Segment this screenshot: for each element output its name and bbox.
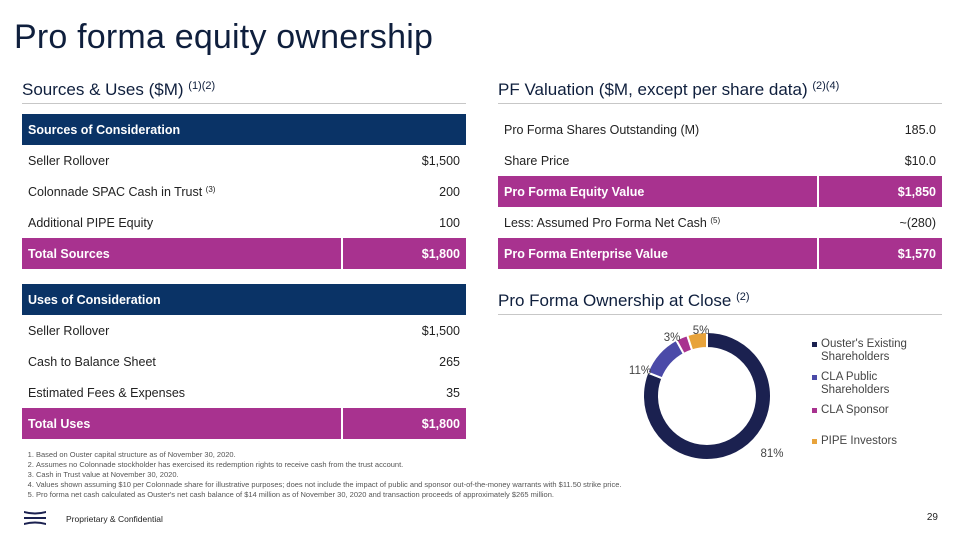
valuation-heading: PF Valuation ($M, except per share data)… [498, 80, 839, 100]
sources-table: Sources of Consideration Seller Rollover… [22, 114, 466, 269]
row-value: $10.0 [904, 153, 936, 168]
total-label: Total Sources [22, 238, 342, 269]
table-row: Seller Rollover $1,500 [22, 145, 466, 176]
data-label: 3% [664, 332, 681, 344]
data-label: 5% [693, 325, 710, 337]
footnote: Values shown assuming $10 per Colonnade … [36, 480, 621, 490]
sources-total-row: Total Sources $1,800 [22, 238, 466, 269]
row-value: 200 [439, 184, 460, 199]
legend-swatch [812, 375, 817, 380]
row-label: Colonnade SPAC Cash in Trust (3) [22, 176, 342, 207]
uses-total-row: Total Uses $1,800 [22, 408, 466, 439]
legend-label: PIPE Investors [821, 435, 898, 447]
row-label-text: Seller Rollover [28, 153, 110, 168]
uses-table: Uses of Consideration Seller Rollover $1… [22, 284, 466, 439]
sources-header-row: Sources of Consideration [22, 114, 466, 145]
legend-label: Ouster's Existing Shareholders [821, 338, 907, 363]
row-value: ~(280) [899, 215, 936, 230]
sources-uses-heading-sup: (1)(2) [188, 80, 216, 92]
data-label: 11% [629, 365, 651, 377]
footnotes: Based on Ouster capital structure as of … [24, 450, 621, 500]
legend-swatch [812, 439, 817, 444]
table-row: Colonnade SPAC Cash in Trust (3) 200 [22, 176, 466, 207]
table-row: Seller Rollover $1,500 [22, 315, 466, 346]
legend-label: CLA Sponsor [821, 404, 889, 416]
page-number: 29 [926, 512, 938, 523]
legend-item: CLA Sponsor [812, 404, 922, 417]
sources-uses-heading-text: Sources & Uses ($M) [22, 80, 184, 99]
uses-header-row: Uses of Consideration [22, 284, 466, 315]
row-footnote-ref: (5) [710, 215, 721, 225]
table-row: Less: Assumed Pro Forma Net Cash (5) ~(2… [498, 207, 942, 238]
data-label: 81% [760, 448, 783, 460]
row-label: Less: Assumed Pro Forma Net Cash (5) [498, 207, 818, 238]
footnote: Cash in Trust value at November 30, 2020… [36, 470, 621, 480]
table-row: Pro Forma Shares Outstanding (M) 185.0 [498, 114, 942, 145]
sources-header: Sources of Consideration [22, 114, 466, 145]
table-row: Share Price $10.0 [498, 145, 942, 176]
row-value: 185.0 [904, 122, 936, 137]
legend-swatch [812, 408, 817, 413]
row-label-text: Colonnade SPAC Cash in Trust [28, 184, 203, 199]
row-label: Pro Forma Equity Value [498, 176, 818, 207]
row-value: $1,850 [817, 176, 942, 207]
row-label: Pro Forma Shares Outstanding (M) [504, 122, 700, 137]
legend-label: CLA Public Shareholders [821, 371, 890, 396]
row-label: Estimated Fees & Expenses [28, 385, 186, 400]
divider [498, 314, 942, 315]
total-value: $1,800 [341, 408, 466, 439]
row-value: $1,500 [421, 323, 460, 338]
equity-value-row: Pro Forma Equity Value $1,850 [498, 176, 942, 207]
row-value: $1,570 [817, 238, 942, 269]
divider [498, 103, 942, 104]
row-label-text: Additional PIPE Equity [28, 215, 154, 230]
valuation-table: Pro Forma Shares Outstanding (M) 185.0 S… [498, 114, 942, 269]
legend-item: CLA Public Shareholders [812, 371, 922, 397]
ownership-donut-chart: 81% 11% 3% 5% [629, 325, 784, 461]
enterprise-value-row: Pro Forma Enterprise Value $1,570 [498, 238, 942, 269]
row-label: Seller Rollover [22, 145, 342, 176]
footnote: Pro forma net cash calculated as Ouster'… [36, 490, 621, 500]
divider [22, 103, 466, 104]
row-label: Seller Rollover [28, 323, 110, 338]
uses-header: Uses of Consideration [22, 284, 466, 315]
ownership-heading: Pro Forma Ownership at Close (2) [498, 291, 750, 311]
total-label: Total Uses [22, 408, 342, 439]
footnote: Assumes no Colonnade stockholder has exe… [36, 460, 621, 470]
ownership-heading-text: Pro Forma Ownership at Close [498, 291, 732, 310]
total-value: $1,800 [341, 238, 466, 269]
slice-existing-shareholders [642, 330, 772, 461]
row-label: Cash to Balance Sheet [28, 354, 156, 369]
ownership-heading-sup: (2) [736, 291, 750, 303]
sources-uses-heading: Sources & Uses ($M) (1)(2) [22, 80, 215, 100]
row-label: Pro Forma Enterprise Value [498, 238, 818, 269]
legend-item: PIPE Investors [812, 435, 922, 448]
table-row: Estimated Fees & Expenses 35 [22, 377, 466, 408]
row-label: Additional PIPE Equity [22, 207, 342, 238]
legend-swatch [812, 342, 817, 347]
chart-legend: Ouster's Existing Shareholders CLA Publi… [812, 338, 922, 455]
table-row: Cash to Balance Sheet 265 [22, 346, 466, 377]
table-row: Additional PIPE Equity 100 [22, 207, 466, 238]
row-footnote-ref: (3) [205, 184, 216, 194]
company-logo-icon [24, 511, 46, 525]
row-value: $1,500 [421, 153, 460, 168]
row-label: Share Price [504, 153, 570, 168]
valuation-heading-text: PF Valuation ($M, except per share data) [498, 80, 808, 99]
row-value: 35 [446, 385, 460, 400]
legend-item: Ouster's Existing Shareholders [812, 338, 922, 364]
page-title: Pro forma equity ownership [14, 18, 434, 56]
row-value: 100 [439, 215, 460, 230]
row-value: 265 [439, 354, 460, 369]
footnote: Based on Ouster capital structure as of … [36, 450, 621, 460]
row-label-text: Less: Assumed Pro Forma Net Cash [504, 215, 707, 230]
valuation-heading-sup: (2)(4) [812, 80, 840, 92]
slice-pipe-investors [685, 330, 708, 352]
confidential-label: Proprietary & Confidential [66, 514, 163, 524]
